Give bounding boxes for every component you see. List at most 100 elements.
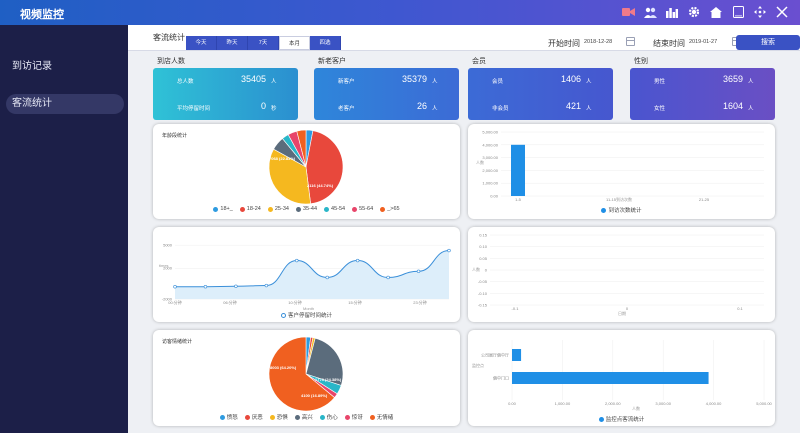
legend-label: 惊讶 — [351, 415, 363, 421]
legend-swatch — [269, 414, 275, 420]
search-button[interactable]: 搜索 — [736, 35, 800, 50]
x-tick-label: 1,000.00 — [555, 401, 571, 406]
age-chart-panel: 年龄段统计 7068 (22.83%) 2116 (44.74%) 18+_ 18… — [153, 124, 460, 219]
tab-this-month[interactable]: 本月 — [279, 36, 310, 50]
tab-custom[interactable]: 四选 — [310, 36, 341, 50]
pie-slice — [268, 148, 311, 205]
legend-item[interactable]: 高兴 — [294, 413, 313, 421]
legend-swatch — [344, 414, 350, 420]
y-tick-label: 3,000.00 — [482, 155, 498, 160]
legend-item: 客户停留时间统计 — [287, 313, 332, 319]
calendar-icon[interactable] — [626, 37, 635, 46]
data-point — [447, 248, 451, 253]
sidebar-item-traffic-stats[interactable]: 客流统计 — [6, 94, 124, 114]
legend-swatch — [324, 206, 330, 212]
y-tick-label: -2000 — [162, 297, 173, 302]
x-tick-label: 23:分钟 — [413, 299, 427, 305]
tab-yesterday[interactable]: 昨天 — [217, 36, 248, 50]
y-tick-label: 2000 — [163, 266, 173, 271]
y-axis-label: 监控点 — [472, 363, 484, 368]
empty-line-chart: 0.150.100.050-0.05-0.10-0.15-0.1 0 0.1 — [478, 233, 764, 311]
y-tick-label: 0.00 — [490, 194, 499, 199]
legend-item[interactable]: 18-24 — [239, 206, 261, 212]
y-tick-label: 0.15 — [479, 233, 488, 238]
x-tick-label: 1-5 — [515, 197, 522, 202]
store-bar-chart: 0.00 1,000.00 2,000.00 3,000.00 4,000.00 5,00… — [481, 340, 773, 406]
x-tick-label: 21-25 — [699, 197, 710, 202]
stat-card-members: 会员 1406 人 非会员 421 人 — [468, 68, 613, 120]
chart-legend: 18+_ 18-24 25-34 35-44 45-54 55-64 _>65 — [153, 206, 460, 212]
card-label: 女性 — [654, 106, 666, 112]
legend-item[interactable]: 愤怒 — [219, 413, 238, 421]
legend-item[interactable]: 伤心 — [319, 413, 338, 421]
legend-label: 愤怒 — [226, 415, 238, 421]
bar — [512, 349, 522, 361]
legend-item[interactable]: 18+_ — [213, 206, 233, 212]
legend-label: 25-34 — [274, 206, 289, 212]
pie-data-label: 7068 (22.83%) — [269, 156, 296, 161]
x-axis-label: 人数 — [632, 406, 640, 411]
y-tick-label: 公司展厅偏中厅 — [481, 352, 509, 358]
card-value: 35405 — [240, 74, 266, 84]
legend-item[interactable]: 35-44 — [295, 206, 317, 212]
emotion-pie-chart — [268, 336, 344, 412]
data-point — [203, 284, 208, 289]
end-date-field[interactable]: 2019-01-27 — [689, 39, 718, 45]
sidebar-item-visit-records[interactable]: 到访记录 — [12, 61, 52, 72]
card-unit: 人 — [586, 106, 592, 112]
legend-label: 无情绪 — [376, 415, 394, 421]
legend-item[interactable]: 无情绪 — [369, 413, 394, 421]
legend-label: 55-64 — [359, 206, 374, 212]
legend-item[interactable]: 25-34 — [267, 206, 289, 212]
legend-item[interactable]: 45-54 — [324, 206, 345, 212]
tab-7-days[interactable]: 7天 — [248, 36, 279, 50]
legend-label: 18-24 — [246, 206, 261, 212]
stat-card-visitors: 总人数 35405 人 平均停留时间 0 秒 — [153, 68, 298, 120]
end-time-label: 结束时间 — [653, 39, 685, 48]
x-tick-label: 06:分钟 — [223, 299, 237, 305]
card-value: 1604 — [722, 101, 743, 111]
legend-swatch — [295, 206, 301, 212]
legend-item[interactable]: 惊讶 — [344, 413, 363, 421]
stat-card-new-old: 新客户 35379 人 老客户 26 人 — [314, 68, 459, 120]
tablet-icon[interactable] — [730, 4, 746, 20]
bar-chart-icon[interactable] — [664, 4, 680, 20]
legend-swatch — [219, 414, 225, 420]
pie-data-label: 2116 (44.74%) — [307, 183, 334, 188]
legend-item[interactable]: 55-64 — [352, 206, 373, 212]
x-axis-label: 到访次数 — [616, 197, 632, 202]
legend-label: 45-54 — [331, 206, 346, 212]
chart-legend: 愤怒 厌恶 恐惧 高兴 伤心 惊讶 无情绪 — [153, 413, 460, 421]
section-title-members: 会员 — [472, 58, 486, 65]
card-unit: 人 — [586, 79, 592, 85]
empty-chart-panel: 0.15 0.10 0.05 0 -0.05 -0.10 -0.15 -0.1 0 0.1 日期 … — [468, 227, 775, 322]
data-point — [264, 283, 269, 288]
legend-item[interactable]: 厌恶 — [244, 413, 263, 421]
home-icon[interactable] — [708, 4, 724, 20]
top-toolbar — [620, 4, 790, 20]
legend-swatch — [369, 414, 375, 420]
start-date-field[interactable]: 2018-12-28 — [584, 39, 613, 45]
legend-item[interactable]: _>65 — [380, 206, 400, 212]
tab-today[interactable]: 今天 — [186, 36, 217, 50]
card-label: 非会员 — [492, 106, 509, 112]
legend-label: _>65 — [387, 206, 400, 212]
video-camera-icon[interactable] — [620, 4, 636, 20]
x-tick-label: 2,000.00 — [605, 401, 621, 406]
x-tick-label: 11-15 — [606, 197, 617, 202]
users-icon[interactable] — [642, 4, 658, 20]
y-tick-label: 5,000.00 — [482, 130, 498, 135]
start-time-label: 开始时间 — [548, 39, 580, 48]
card-unit: 人 — [748, 79, 754, 85]
card-value: 35379 — [401, 74, 427, 84]
close-icon[interactable] — [774, 4, 790, 20]
bar — [512, 372, 709, 384]
x-tick-label: 5,000.00 — [756, 401, 772, 406]
x-axis-label: Month — [303, 306, 315, 311]
data-point — [234, 284, 238, 289]
move-icon[interactable] — [752, 4, 768, 20]
legend-item[interactable]: 恐惧 — [269, 413, 288, 421]
page-title: 客流统计 — [153, 33, 185, 42]
gear-icon[interactable] — [686, 4, 702, 20]
